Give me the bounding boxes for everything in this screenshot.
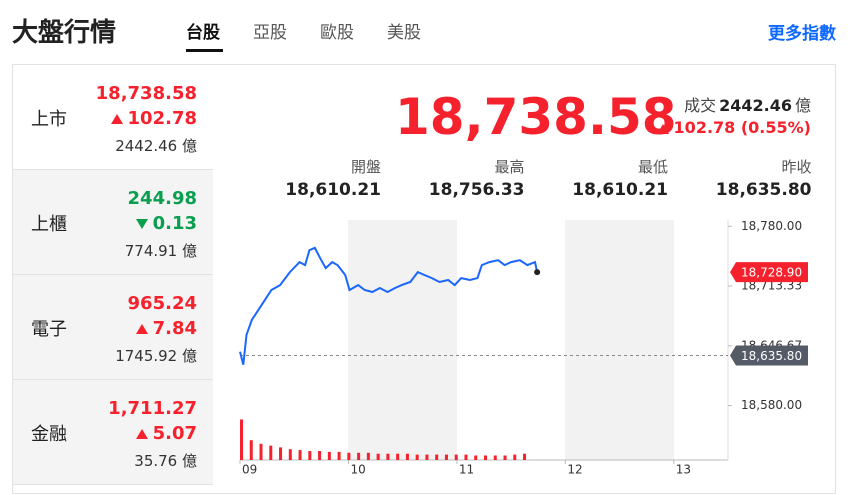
volume-line: 成交 2442.46 億 [684,92,811,116]
market-price: 965.24 [127,293,197,314]
volume-label: 成交 [684,96,717,115]
volume-bar [386,453,390,460]
session-band [348,220,457,460]
volume-bar [405,453,409,460]
more-link[interactable]: 更多指數 [768,24,836,44]
up-arrow [656,123,669,134]
market-change: 102.78 [110,108,197,129]
volume-unit: 億 [794,96,811,115]
volume-bar [279,447,283,460]
volume-bar [240,419,243,460]
market-price: 1,711.27 [108,398,197,419]
market-price: 244.98 [127,188,197,209]
volume-bar [347,452,351,460]
x-tick-label: 11 [459,463,474,477]
tab[interactable]: 亞股 [253,23,287,43]
prev-close-badge [730,345,808,366]
change-value: 102.78 [127,108,197,129]
last-price-badge [730,262,808,283]
change-value: 102.78 (0.55%) [673,118,811,137]
prev-close-label: 18,635.80 [741,349,802,363]
volume-bar [425,454,429,460]
stat-label: 最高 [494,158,525,176]
big-price: 18,738.58 [395,88,677,146]
y-tick-label: 18,780.00 [741,219,802,233]
stat-value: 18,610.21 [285,180,381,200]
up-arrow [135,324,148,334]
market-item[interactable]: 金融 1,711.27 5.07 35.76 億 [13,380,213,485]
market-name: 金融 [31,424,67,445]
volume-bar [503,455,507,460]
volume-bar [523,453,527,460]
volume-bar [249,440,253,460]
page-title: 大盤行情 [12,18,117,48]
market-volume: 2442.46 億 [115,137,197,155]
last-price-label: 18,728.90 [741,266,802,280]
volume-value: 2442.46 [719,96,792,115]
volume-bar [474,455,478,460]
x-tick-label: 09 [242,463,257,477]
market-item[interactable]: 電子 965.24 7.84 1745.92 億 [13,275,213,380]
volume-bar [259,443,263,460]
volume-bar [435,454,439,460]
x-tick-label: 13 [676,463,691,477]
tab[interactable]: 美股 [387,23,421,43]
market-change: 0.13 [135,213,197,234]
volume-bar [513,454,517,460]
market-price: 18,738.58 [95,83,197,104]
market-volume: 1745.92 億 [115,347,197,365]
tab[interactable]: 台股 [186,23,220,43]
up-arrow [110,114,123,124]
volume-bar [288,449,292,460]
volume-bar [308,451,312,460]
session-band [565,220,674,460]
stat-label: 昨收 [781,158,812,176]
volume-bar [493,455,497,460]
change-value: 5.07 [152,423,197,444]
price-line [239,246,539,365]
volume-bar [464,454,468,460]
volume-bar [454,454,458,460]
volume-bar [415,454,419,460]
volume-bar [327,451,331,460]
stat-value: 18,610.21 [572,180,668,200]
volume-bar [298,450,302,460]
volume-bar [396,453,400,460]
last-point [534,269,541,276]
volume-bar [357,452,361,460]
market-volume: 774.91 億 [124,242,197,260]
market-name: 上市 [31,109,67,130]
volume-bar [484,455,487,460]
up-arrow [135,429,148,439]
change-value: 7.84 [152,318,197,339]
volume-bar [366,452,370,460]
x-tick-label: 10 [350,463,365,477]
market-name: 電子 [31,319,67,340]
market-change: 5.07 [135,423,197,444]
stat-value: 18,635.80 [715,180,812,200]
market-volume: 35.76 億 [134,452,197,470]
volume-bar [269,445,273,460]
stat-label: 最低 [637,158,668,176]
market-change: 7.84 [135,318,197,339]
stat-value: 18,756.33 [428,180,525,200]
volume-bar [444,454,448,460]
y-tick-label: 18,580.00 [741,398,802,412]
market-item[interactable]: 上市 18,738.58 102.78 2442.46 億 [13,65,213,170]
volume-bar [318,451,322,460]
tab-underline [186,49,223,52]
change-value: 0.13 [152,213,197,234]
tab[interactable]: 歐股 [320,23,354,43]
volume-bar [337,451,341,460]
down-arrow [135,219,148,229]
volume-bar [376,453,380,460]
stat-label: 開盤 [350,158,381,176]
market-name: 上櫃 [31,214,67,235]
panel [12,64,836,494]
summary-change: 102.78 (0.55%) [656,118,811,137]
x-tick-label: 12 [567,463,582,477]
market-item[interactable]: 上櫃 244.98 0.13 774.91 億 [13,170,213,275]
